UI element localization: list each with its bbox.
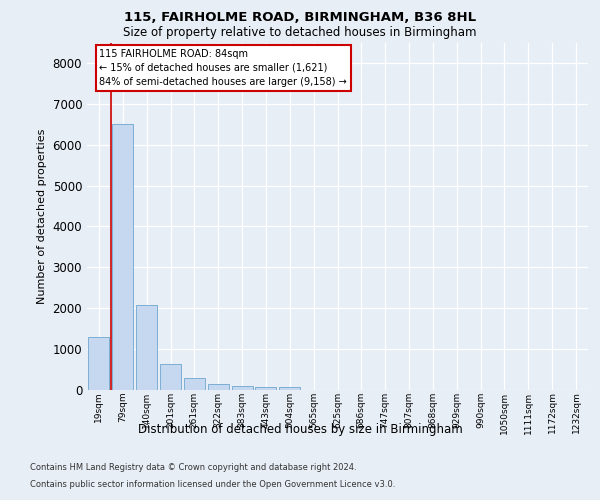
- Text: 115 FAIRHOLME ROAD: 84sqm
← 15% of detached houses are smaller (1,621)
84% of se: 115 FAIRHOLME ROAD: 84sqm ← 15% of detac…: [100, 48, 347, 86]
- Y-axis label: Number of detached properties: Number of detached properties: [37, 128, 47, 304]
- Bar: [88, 337, 109, 390]
- Text: Size of property relative to detached houses in Birmingham: Size of property relative to detached ho…: [123, 26, 477, 39]
- Bar: [232, 386, 253, 390]
- Text: Contains HM Land Registry data © Crown copyright and database right 2024.: Contains HM Land Registry data © Crown c…: [30, 464, 356, 472]
- Bar: [136, 305, 157, 390]
- Text: Distribution of detached houses by size in Birmingham: Distribution of detached houses by size …: [137, 422, 463, 436]
- Text: Contains public sector information licensed under the Open Government Licence v3: Contains public sector information licen…: [30, 480, 395, 489]
- Bar: [160, 364, 181, 390]
- Bar: [112, 124, 133, 390]
- Text: 115, FAIRHOLME ROAD, BIRMINGHAM, B36 8HL: 115, FAIRHOLME ROAD, BIRMINGHAM, B36 8HL: [124, 11, 476, 24]
- Bar: [279, 387, 300, 390]
- Bar: [208, 384, 229, 390]
- Bar: [184, 378, 205, 390]
- Bar: [256, 387, 277, 390]
